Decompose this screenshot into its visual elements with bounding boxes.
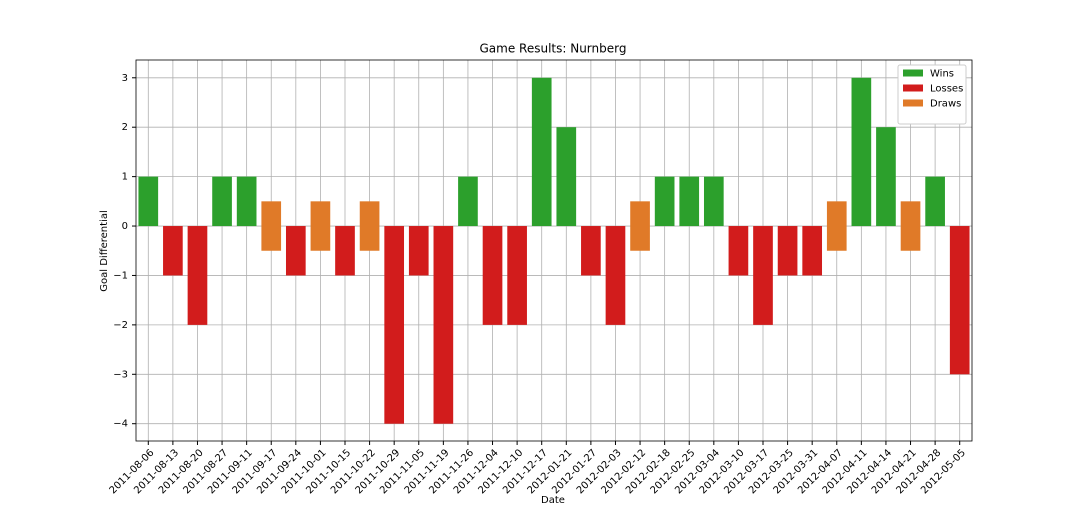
bar — [581, 226, 601, 276]
bar — [335, 226, 355, 276]
y-tick-label: 1 — [122, 172, 128, 183]
x-axis-label: Date — [541, 495, 565, 504]
bar — [236, 176, 257, 227]
bar — [802, 226, 823, 276]
bar — [261, 201, 282, 251]
y-tick-label: −4 — [113, 419, 128, 430]
legend-swatch — [903, 99, 923, 107]
y-axis-label: Goal Differential — [99, 210, 110, 291]
bar — [359, 201, 380, 251]
bar — [285, 226, 306, 276]
bar — [458, 176, 478, 227]
y-tick-label: −3 — [113, 369, 128, 380]
bar — [433, 226, 454, 424]
bar — [900, 201, 921, 251]
bar — [482, 226, 503, 325]
bar — [851, 77, 872, 227]
bar — [654, 176, 675, 227]
bar — [187, 226, 208, 325]
bar — [703, 176, 724, 227]
y-tick-label: −1 — [113, 270, 128, 281]
bar — [556, 127, 577, 227]
bar — [384, 226, 405, 424]
bar — [949, 226, 970, 375]
bar — [876, 127, 896, 227]
bar — [163, 226, 183, 276]
bar — [630, 201, 650, 251]
bar — [679, 176, 700, 227]
legend-label: Wins — [930, 69, 954, 80]
bar — [408, 226, 429, 276]
bar — [531, 77, 552, 227]
bar — [826, 201, 847, 251]
bar — [777, 226, 798, 276]
bar — [138, 176, 159, 227]
y-tick-label: 3 — [122, 73, 128, 84]
bar — [753, 226, 773, 325]
y-tick-label: −2 — [113, 320, 128, 331]
bar — [310, 201, 331, 251]
y-tick-label: 2 — [122, 122, 128, 133]
legend-label: Draws — [930, 99, 961, 110]
bar — [925, 176, 945, 227]
legend-swatch — [903, 84, 923, 92]
y-tick-label: 0 — [122, 221, 128, 232]
bar — [507, 226, 527, 325]
plot-frame — [135, 59, 973, 442]
legend-label: Losses — [930, 84, 963, 95]
bar — [728, 226, 749, 276]
bar — [605, 226, 626, 325]
legend-swatch — [903, 69, 923, 77]
chart-title: Game Results: Nurnberg — [480, 42, 627, 56]
bar — [212, 176, 232, 227]
legend-box — [897, 64, 967, 125]
